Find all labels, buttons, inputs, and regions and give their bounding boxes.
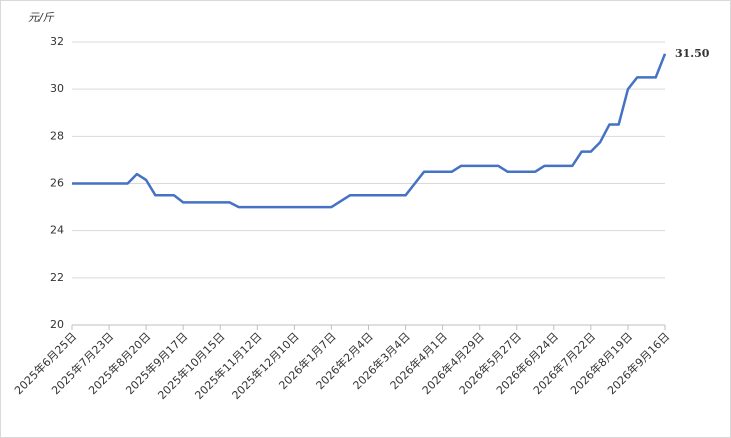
y-axis-unit: 元/斤 [28,11,55,24]
y-tick-label: 24 [50,224,64,237]
y-tick-label: 28 [50,129,64,142]
y-tick-label: 30 [50,82,64,95]
y-tick-label: 22 [50,271,64,284]
data-label: 31.50 [675,47,710,60]
y-tick-label: 32 [50,35,64,48]
y-tick-label: 20 [50,318,64,331]
y-tick-label: 26 [50,177,64,190]
line [72,53,667,209]
